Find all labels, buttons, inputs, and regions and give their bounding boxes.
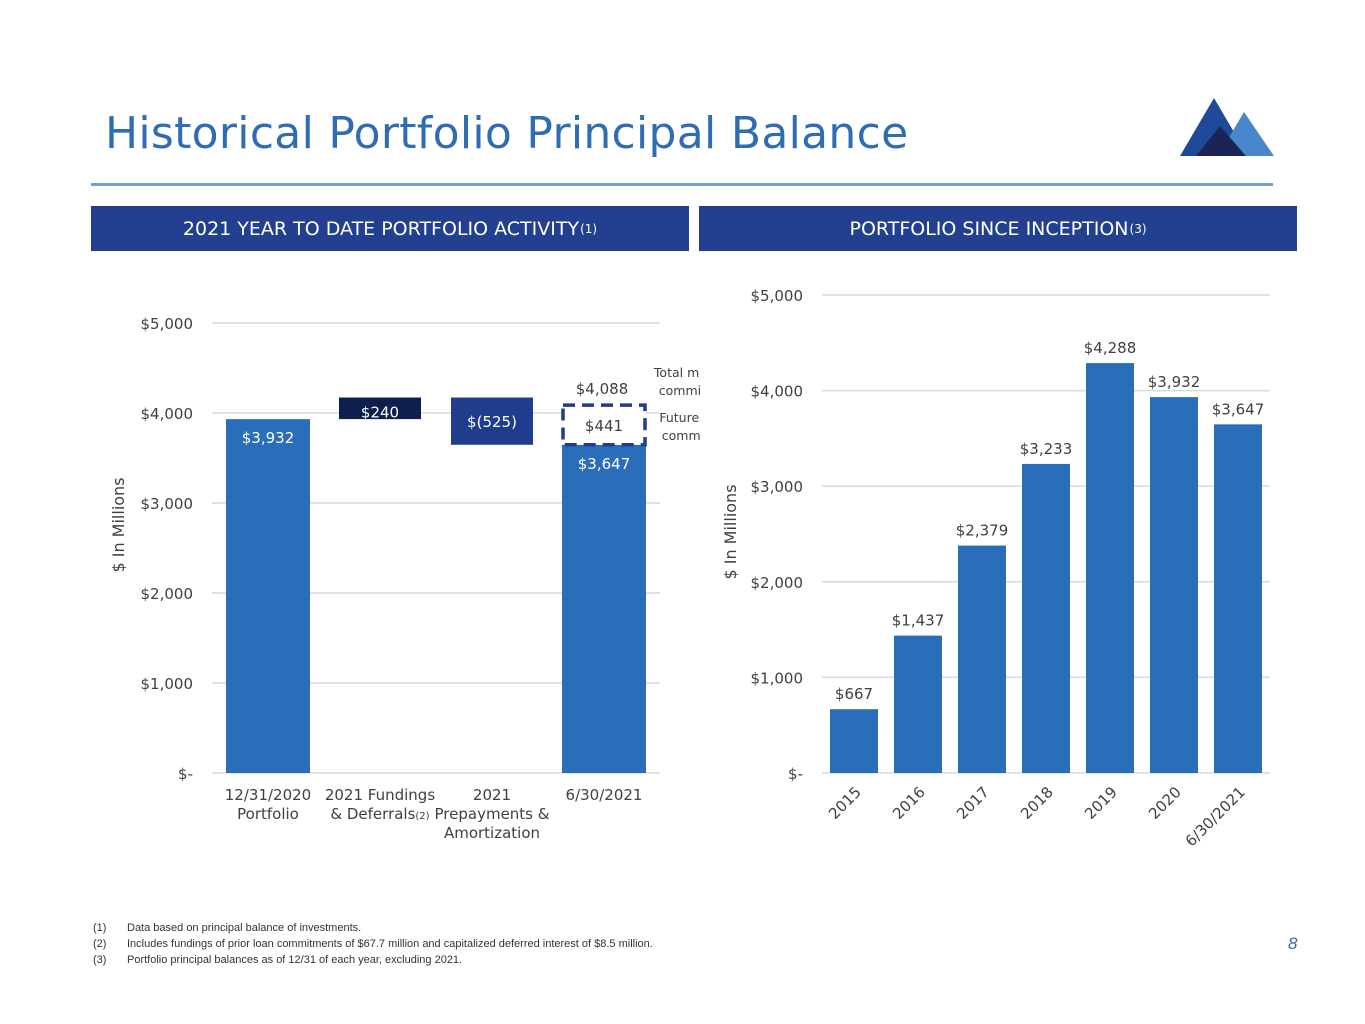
- x-tick-label: Amortization: [444, 824, 540, 842]
- x-tick-label: Prepayments &: [435, 805, 550, 823]
- page-number: 8: [1288, 934, 1298, 953]
- right-panel-banner: PORTFOLIO SINCE INCEPTION (3): [699, 206, 1297, 251]
- company-logo-icon: [1180, 98, 1274, 156]
- inception-bar-chart: $- $1,000 $2,000 $3,000 $4,000 $5,000 $ In Mil…: [721, 287, 1270, 850]
- footnote-row: (1) Data based on principal balance of i…: [93, 920, 653, 936]
- bar: [894, 635, 942, 773]
- footnote-text: Includes fundings of prior loan commitme…: [127, 938, 653, 950]
- footnote-number: (1): [93, 922, 107, 934]
- bar-data-label: $240: [361, 404, 399, 422]
- footnote-number: (3): [93, 954, 107, 966]
- x-tick-label: & Deferrals(2): [330, 805, 429, 823]
- bar: [226, 419, 310, 773]
- x-tick-label: 2015: [825, 783, 865, 823]
- footnote-row: (2) Includes fundings of prior loan comm…: [93, 936, 653, 952]
- footnote-text: Data based on principal balance of inves…: [127, 922, 362, 934]
- y-tick-label: $-: [178, 765, 193, 783]
- x-tick-label: 2016: [889, 783, 929, 823]
- bar: [1214, 424, 1262, 773]
- bar: [1022, 463, 1070, 773]
- y-tick-label: $-: [788, 765, 803, 783]
- annotation-text: commitments: [662, 428, 700, 443]
- waterfall-chart: $- $1,000 $2,000 $3,000 $4,000 $5,000 $ In Mil…: [109, 315, 700, 842]
- future-funding-label: $441: [585, 417, 623, 435]
- y-tick-label: $4,000: [751, 383, 804, 401]
- y-tick-label: $3,000: [751, 478, 804, 496]
- footnotes: (1) Data based on principal balance of i…: [93, 920, 653, 968]
- y-axis-label: $ In Millions: [109, 477, 128, 572]
- right-banner-footnote-ref: (3): [1129, 221, 1147, 236]
- footnote-ref: (2): [415, 811, 429, 822]
- bar: [562, 444, 646, 773]
- y-tick-label: $5,000: [751, 287, 804, 305]
- bar: [958, 545, 1006, 773]
- page-title: Historical Portfolio Principal Balance: [105, 108, 909, 159]
- bar-data-label: $3,932: [242, 429, 295, 447]
- bar: [1086, 363, 1134, 773]
- bar-data-label: $2,379: [956, 522, 1009, 540]
- footnote-text: Portfolio principal balances as of 12/31…: [127, 954, 463, 966]
- right-banner-text: PORTFOLIO SINCE INCEPTION: [849, 217, 1129, 240]
- y-tick-label: $1,000: [141, 675, 194, 693]
- bar: [830, 709, 878, 773]
- bar-data-label: $3,233: [1020, 440, 1073, 458]
- x-tick-label: 2019: [1081, 783, 1121, 823]
- total-commitments-label: $4,088: [576, 380, 629, 398]
- y-tick-label: $1,000: [751, 669, 804, 687]
- bar: [1150, 397, 1198, 773]
- y-tick-label: $2,000: [751, 574, 804, 592]
- bar-data-label: $4,288: [1084, 339, 1137, 357]
- bar-data-label: $3,932: [1148, 373, 1201, 391]
- x-tick-label: 6/30/2021: [1182, 783, 1249, 850]
- y-tick-label: $2,000: [141, 585, 194, 603]
- bar: [339, 397, 421, 420]
- left-panel-banner: 2021 YEAR TO DATE PORTFOLIO ACTIVITY (1): [91, 206, 689, 251]
- x-tick-label: 2020: [1145, 783, 1185, 823]
- x-tick-label: 2021 Fundings: [325, 786, 435, 804]
- x-tick-label: 2021: [473, 786, 511, 804]
- bar-data-label: $(525): [467, 413, 517, 431]
- bar-data-label: $3,647: [578, 455, 631, 473]
- footnote-number: (2): [93, 938, 107, 950]
- x-tick-label: 6/30/2021: [566, 786, 643, 804]
- bar-data-label: $1,437: [892, 612, 945, 630]
- annotation-text: commitments: [659, 383, 700, 398]
- y-tick-label: $4,000: [141, 405, 194, 423]
- y-tick-label: $3,000: [141, 495, 194, 513]
- x-tick-label: 2018: [1017, 783, 1057, 823]
- bar: [451, 397, 533, 445]
- x-tick-label: 12/31/2020: [225, 786, 311, 804]
- future-funding-box: [561, 403, 647, 447]
- x-tick-label: Portfolio: [237, 805, 299, 823]
- bar-data-label: $667: [835, 685, 873, 703]
- annotation-text: Future funding: [659, 410, 700, 425]
- left-banner-footnote-ref: (1): [580, 221, 598, 236]
- title-divider: [91, 183, 1273, 186]
- annotation-text: Total maximum: [653, 365, 700, 380]
- y-axis-label: $ In Millions: [721, 484, 740, 579]
- left-banner-text: 2021 YEAR TO DATE PORTFOLIO ACTIVITY: [182, 217, 580, 240]
- x-tick-label: 2017: [953, 783, 993, 823]
- bar-data-label: $3,647: [1212, 400, 1265, 418]
- y-tick-label: $5,000: [141, 315, 194, 333]
- footnote-row: (3) Portfolio principal balances as of 1…: [93, 952, 653, 968]
